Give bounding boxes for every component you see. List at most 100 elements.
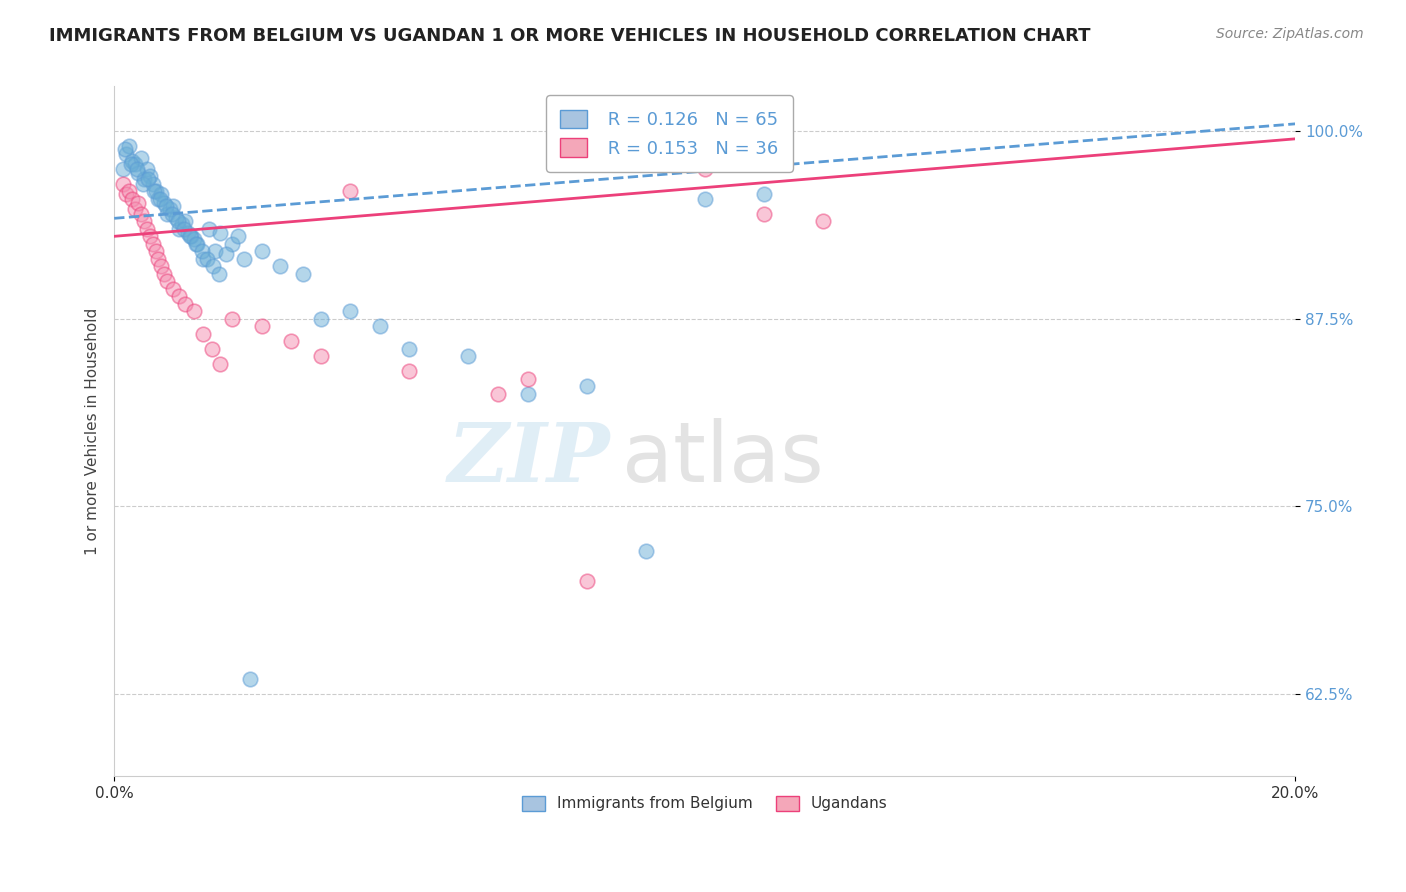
Y-axis label: 1 or more Vehicles in Household: 1 or more Vehicles in Household (86, 308, 100, 555)
Point (112, 177, 135, 191)
Point (121, 192, 143, 206)
Point (184, 236, 207, 251)
Text: IMMIGRANTS FROM BELGIUM VS UGANDAN 1 OR MORE VEHICLES IN HOUSEHOLD CORRELATION C: IMMIGRANTS FROM BELGIUM VS UGANDAN 1 OR … (49, 27, 1091, 45)
Point (174, 297, 197, 311)
Point (124, 202, 146, 217)
Point (811, 214, 834, 228)
Point (250, 319, 273, 334)
Point (190, 244, 212, 259)
Point (693, 192, 716, 206)
Point (368, 319, 391, 334)
Point (752, 187, 775, 202)
Point (156, 207, 179, 221)
Point (516, 372, 538, 386)
Point (160, 207, 183, 221)
Point (172, 217, 194, 231)
Point (309, 311, 332, 326)
Point (149, 192, 172, 206)
Point (118, 184, 141, 198)
Point (226, 229, 249, 244)
Point (142, 236, 165, 251)
Point (209, 227, 232, 241)
Point (183, 304, 205, 318)
Text: ZIP: ZIP (447, 419, 610, 499)
Point (153, 196, 176, 211)
Point (131, 177, 153, 191)
Point (180, 229, 202, 244)
Point (173, 222, 195, 236)
Point (280, 334, 302, 349)
Point (165, 211, 187, 226)
Point (177, 227, 200, 241)
Point (215, 247, 238, 261)
Point (457, 349, 479, 363)
Point (138, 229, 160, 244)
Point (132, 214, 155, 228)
Point (309, 349, 332, 363)
Point (221, 311, 243, 326)
Point (191, 252, 214, 266)
Point (208, 267, 231, 281)
Point (132, 172, 155, 186)
Point (269, 260, 291, 274)
Point (201, 342, 224, 356)
Point (221, 236, 243, 251)
Point (167, 289, 190, 303)
Point (179, 229, 201, 244)
Point (197, 222, 219, 236)
Point (693, 161, 716, 176)
Point (292, 267, 315, 281)
Point (202, 260, 225, 274)
Point (209, 357, 232, 371)
Point (142, 177, 165, 191)
Point (191, 326, 214, 341)
Point (250, 244, 273, 259)
Legend: Immigrants from Belgium, Ugandans: Immigrants from Belgium, Ugandans (509, 783, 900, 823)
Point (167, 222, 190, 236)
Point (143, 184, 166, 198)
Point (150, 260, 173, 274)
Point (138, 169, 160, 184)
Point (339, 184, 361, 198)
Point (575, 574, 598, 589)
Point (115, 187, 138, 202)
Point (398, 364, 420, 378)
Point (121, 154, 143, 169)
Point (398, 342, 420, 356)
Point (183, 232, 205, 246)
Point (167, 214, 190, 228)
Point (486, 386, 509, 401)
Point (124, 157, 146, 171)
Point (148, 252, 170, 266)
Point (239, 672, 262, 686)
Text: Source: ZipAtlas.com: Source: ZipAtlas.com (1216, 27, 1364, 41)
Point (135, 222, 157, 236)
Point (127, 196, 149, 211)
Point (145, 244, 167, 259)
Point (204, 244, 226, 259)
Point (575, 379, 598, 393)
Point (127, 166, 149, 180)
Point (135, 161, 157, 176)
Point (115, 146, 138, 161)
Point (156, 274, 179, 288)
Point (634, 154, 657, 169)
Point (148, 192, 170, 206)
Point (516, 386, 538, 401)
Point (145, 184, 167, 198)
Point (125, 161, 148, 176)
Point (162, 282, 184, 296)
Point (118, 139, 141, 153)
Text: atlas: atlas (621, 418, 824, 500)
Point (150, 187, 173, 202)
Point (129, 207, 152, 221)
Point (155, 199, 177, 213)
Point (112, 161, 135, 176)
Point (186, 236, 208, 251)
Point (162, 199, 184, 213)
Point (339, 304, 361, 318)
Point (174, 214, 197, 228)
Point (197, 252, 219, 266)
Point (114, 142, 136, 156)
Point (233, 252, 256, 266)
